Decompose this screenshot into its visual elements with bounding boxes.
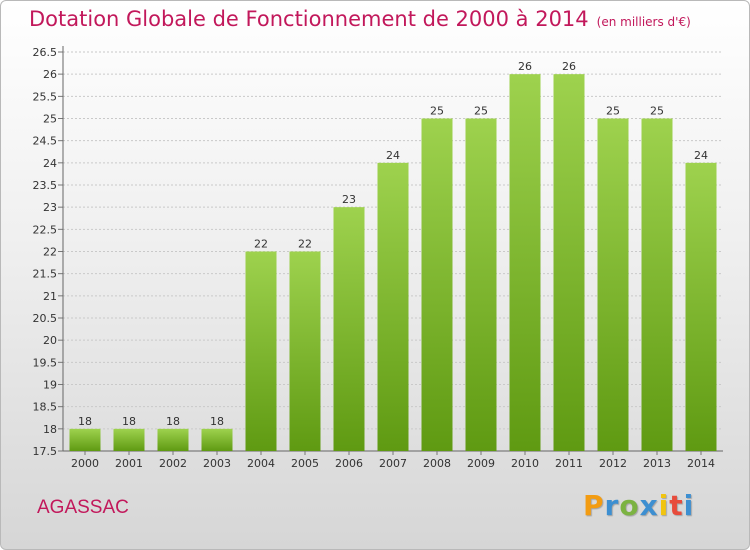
bar (465, 118, 497, 451)
chart-title: Dotation Globale de Fonctionnement de 20… (29, 7, 691, 31)
data-label: 25 (430, 105, 444, 118)
y-tick-label: 21 (43, 290, 57, 303)
data-label: 26 (518, 60, 532, 73)
data-label: 24 (386, 149, 400, 162)
data-label: 26 (562, 60, 576, 73)
y-tick-label: 22 (43, 246, 57, 259)
y-tick-label: 26.5 (33, 46, 58, 59)
y-tick-label: 19 (43, 379, 57, 392)
data-label: 22 (254, 238, 268, 251)
y-tick-label: 18.5 (33, 401, 58, 414)
data-label: 18 (122, 415, 136, 428)
x-tick-label: 2010 (511, 457, 539, 470)
bar (69, 428, 101, 451)
bar (553, 74, 585, 452)
data-label: 18 (78, 415, 92, 428)
y-tick-label: 24 (43, 157, 57, 170)
logo-letter: o (619, 489, 640, 522)
data-label: 25 (650, 105, 664, 118)
y-tick-label: 17.5 (33, 445, 58, 458)
y-tick-label: 25.5 (33, 90, 58, 103)
x-tick-label: 2014 (687, 457, 715, 470)
x-tick-label: 2009 (467, 457, 495, 470)
y-tick-label: 23 (43, 201, 57, 214)
x-tick-label: 2013 (643, 457, 671, 470)
bar (421, 118, 453, 451)
x-tick-label: 2011 (555, 457, 583, 470)
bar (685, 162, 717, 452)
x-tick-label: 2006 (335, 457, 363, 470)
x-tick-label: 2000 (71, 457, 99, 470)
bar (113, 428, 145, 451)
bar (157, 428, 189, 451)
y-tick-label: 18 (43, 423, 57, 436)
x-tick-label: 2002 (159, 457, 187, 470)
bar (333, 207, 365, 451)
logo-letter: i (658, 489, 670, 522)
proxiti-logo: Proxiti (583, 489, 694, 522)
logo-letter: i (683, 489, 695, 522)
x-tick-label: 2007 (379, 457, 407, 470)
x-tick-label: 2004 (247, 457, 275, 470)
x-tick-label: 2001 (115, 457, 143, 470)
chart-subtitle: (en milliers d'€) (596, 15, 691, 29)
x-tick-label: 2005 (291, 457, 319, 470)
y-tick-label: 26 (43, 68, 57, 81)
y-tick-label: 22.5 (33, 223, 58, 236)
logo-letter: t (669, 489, 684, 522)
logo-letter: x (639, 489, 659, 522)
x-tick-label: 2012 (599, 457, 627, 470)
data-label: 24 (694, 149, 708, 162)
commune-name: AGASSAC (37, 497, 129, 518)
data-label: 25 (606, 105, 620, 118)
bar (509, 74, 541, 452)
bar (641, 118, 673, 451)
bar (201, 428, 233, 451)
x-tick-label: 2008 (423, 457, 451, 470)
data-label: 18 (210, 415, 224, 428)
bar (377, 162, 409, 452)
y-tick-label: 19.5 (33, 356, 58, 369)
data-label: 23 (342, 193, 356, 206)
y-tick-label: 25 (43, 113, 57, 126)
x-tick-label: 2003 (203, 457, 231, 470)
logo-letter: r (604, 489, 620, 522)
logo-letter: P (583, 489, 605, 522)
data-label: 22 (298, 238, 312, 251)
bar (245, 251, 277, 451)
data-label: 18 (166, 415, 180, 428)
y-tick-label: 21.5 (33, 268, 58, 281)
y-tick-label: 20.5 (33, 312, 58, 325)
data-label: 25 (474, 105, 488, 118)
bar (597, 118, 629, 451)
title-text: Dotation Globale de Fonctionnement de 20… (29, 7, 589, 31)
y-tick-label: 23.5 (33, 179, 58, 192)
y-tick-label: 20 (43, 334, 57, 347)
bar (289, 251, 321, 451)
y-tick-label: 24.5 (33, 135, 58, 148)
